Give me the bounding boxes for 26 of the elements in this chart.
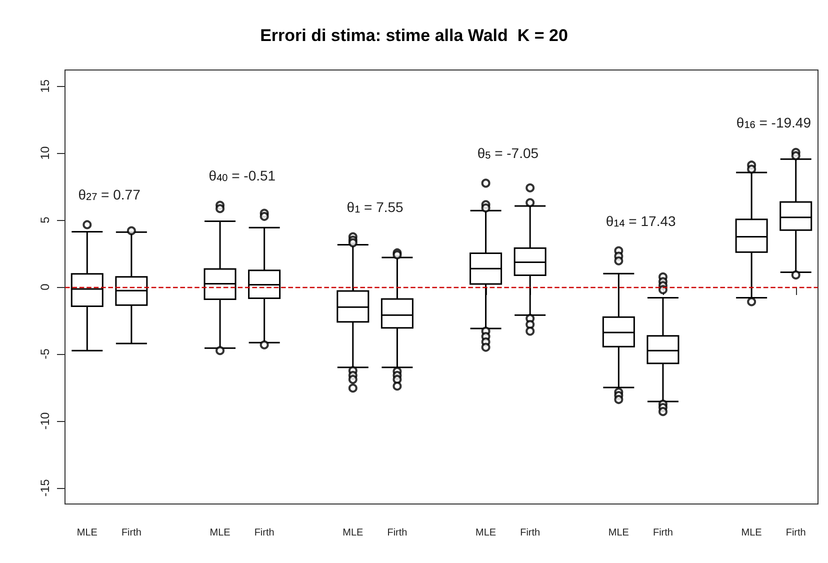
- y-tick-label: 0: [38, 283, 52, 290]
- y-tick-label: -5: [38, 348, 52, 360]
- x-tick-label: MLE: [476, 528, 496, 538]
- x-tick-label: MLE: [76, 528, 98, 538]
- y-tick-label: 15: [38, 79, 52, 93]
- y-tick-label: -15: [38, 478, 52, 497]
- annotation: θ16 = -19.49: [736, 114, 812, 131]
- y-tick-label: 5: [38, 216, 52, 224]
- x-tick-label: MLE: [608, 528, 630, 538]
- chart-title: Errori di stima: stime alla Wald K = 20: [260, 26, 568, 45]
- x-tick-label: Firth: [652, 528, 673, 538]
- x-tick-label: Firth: [387, 528, 408, 538]
- y-tick-label: -10: [38, 412, 52, 430]
- x-tick-label: Firth: [121, 528, 142, 538]
- annotation: θ40 = -0.51: [208, 167, 276, 184]
- x-tick-label: Firth: [786, 528, 806, 538]
- annotation: θ1 = 7.55: [346, 198, 404, 216]
- x-tick-label: Firth: [520, 528, 540, 538]
- x-tick-label: Firth: [254, 528, 274, 538]
- annotation: θ27 = 0.77: [78, 186, 141, 204]
- x-tick-label: MLE: [342, 528, 364, 538]
- x-tick-label: MLE: [210, 528, 231, 538]
- annotation: θ5 = -7.05: [477, 145, 539, 162]
- y-tick-label: 10: [38, 146, 52, 160]
- x-tick-label: MLE: [741, 528, 762, 538]
- annotation: θ14 = 17.43: [606, 212, 676, 230]
